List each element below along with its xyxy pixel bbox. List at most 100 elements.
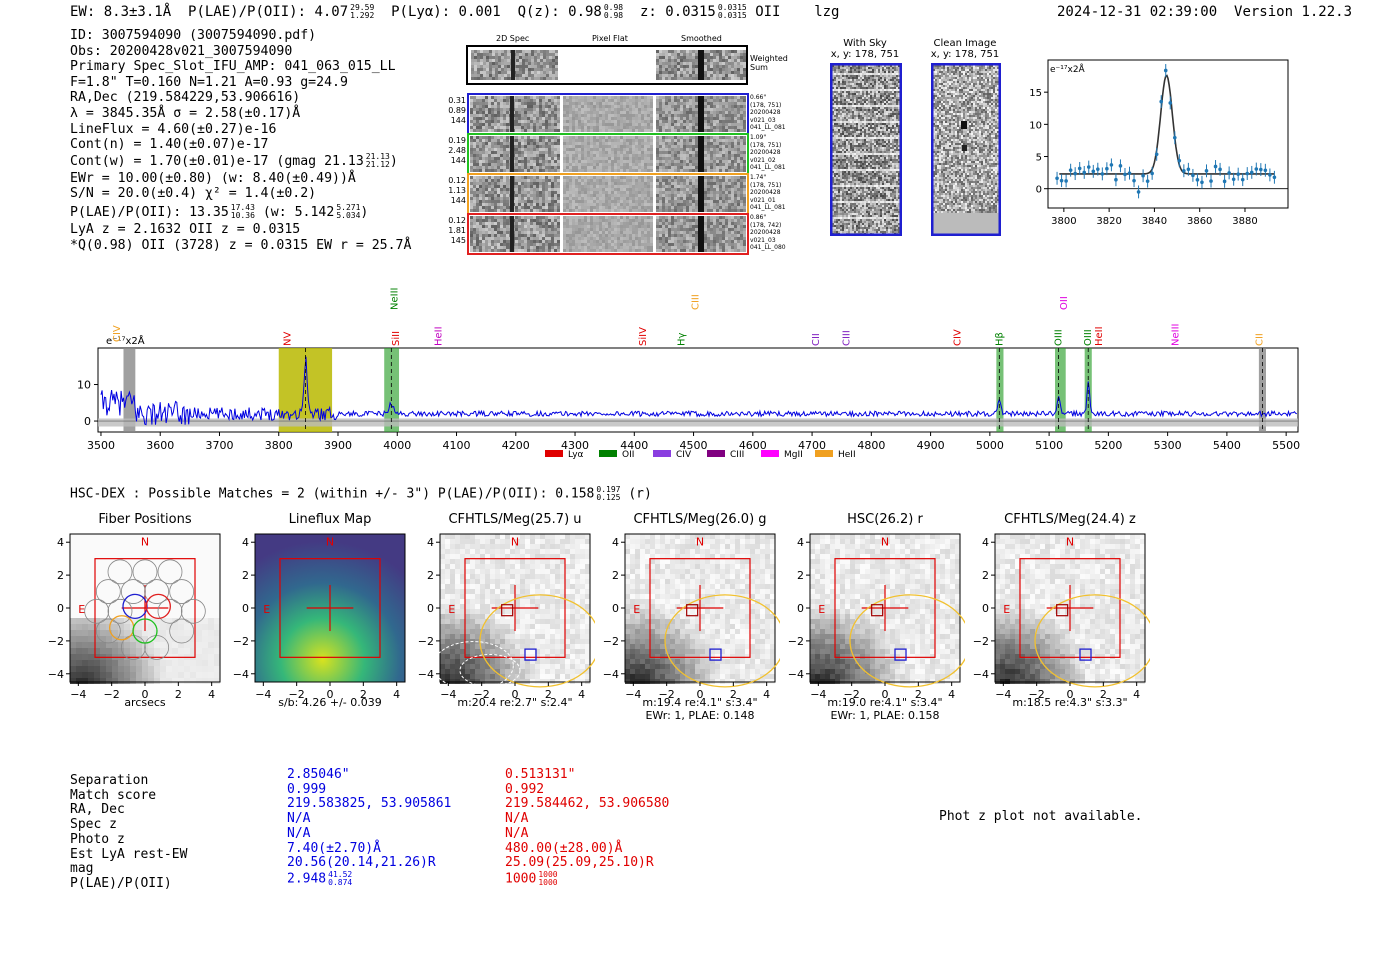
emission-line-label: Hγ <box>677 332 688 346</box>
zoom-data-point <box>1068 168 1073 172</box>
emission-line-name: OIII <box>1083 329 1094 346</box>
legend-swatch <box>599 450 617 457</box>
weighted-sum-smoothed <box>656 50 746 80</box>
emission-line-name: Hγ <box>677 332 688 346</box>
zoom-data-point <box>1177 158 1182 163</box>
zoom-xtick-label: 3840 <box>1142 216 1167 227</box>
spectrum-xtick-label: 4900 <box>917 439 945 452</box>
info-lya: LyA z = 2.1632 OII z = 0.0315 <box>70 222 301 238</box>
full-spectrum-plot: 3500 3600 3700 3800 3900 4000 4100 4200 4300 4400… <box>77 288 1300 460</box>
panel-xtick-label: 0 <box>697 688 704 700</box>
match-table-labels: Separation Match score RA, Dec Spec z Photo … <box>70 773 187 892</box>
aperture-ellipse <box>479 594 595 688</box>
panel-caption: m:19.0 re:4.1" s:3.4" <box>827 696 943 709</box>
emission-line-label: NeIII <box>1170 324 1181 346</box>
cutout-smoothed <box>656 136 746 172</box>
panel-caption: s/b: 4.26 +/- 0.039 <box>278 696 382 709</box>
zoom-data-point <box>1236 172 1240 176</box>
sky-fiber-gap <box>832 105 900 107</box>
info-radec: RA,Dec (219.584229,53.906616) <box>70 90 301 106</box>
emission-line-name: CIII <box>690 294 701 310</box>
east-label: E <box>818 603 825 616</box>
table-cell-red: 0.992 <box>505 781 545 797</box>
panel-xtick-label: −2 <box>844 688 860 700</box>
panel-ytick-label: 4 <box>982 536 989 549</box>
emission-line-label: OIII <box>1054 329 1065 346</box>
zoom-data-point <box>1259 167 1263 172</box>
emission-line-name: CII <box>811 333 822 346</box>
clean-frame <box>931 63 1001 236</box>
spectrum-xtick-label: 4500 <box>680 439 708 452</box>
emission-line-name: HeII <box>434 326 445 346</box>
panel-caption: m:19.4 re:4.1" s:3.4" <box>642 696 758 709</box>
fiber-circle <box>157 559 183 585</box>
zoom-ytick-label: 0 <box>1036 185 1042 196</box>
aperture-box <box>279 558 381 658</box>
cutout-pixelflat <box>563 176 653 212</box>
table-cell-red: N/A <box>505 811 529 827</box>
emission-line-label: CIII <box>841 330 852 346</box>
spectrum-xtick-label: 5200 <box>1094 439 1122 452</box>
panel-ytick-label: 0 <box>797 602 804 615</box>
zoom-data-point <box>1209 179 1213 183</box>
header-right: 2024-12-31 02:39:00 Version 1.22.3 <box>1057 4 1352 20</box>
hsc-dex-line: HSC-DEX : Possible Matches = 2 (within +… <box>70 485 652 502</box>
aperture-ellipse <box>664 594 780 688</box>
clean-image <box>931 63 1001 236</box>
cutout-right-info: 0.66" (178, 751) 20200428 v021_03 041_LL_081 <box>750 94 786 131</box>
fiber-circle <box>157 598 183 624</box>
emission-line-name: NeIII <box>1170 324 1181 346</box>
sky-fiber-gap <box>832 153 900 155</box>
zoom-data-point <box>1240 177 1245 182</box>
header-qz-bounds: 0.98 0.98 <box>603 3 624 20</box>
panel-caption: m:18.5 re:4.3" s:3.3" <box>1012 696 1128 709</box>
panel-caption: m:20.4 re:2.7" s:2.4" <box>457 696 573 709</box>
panel-xtick-label: −4 <box>70 688 86 700</box>
table-cell-blue: 20.56(20.14,21.26)R <box>287 855 436 871</box>
spectrum-xtick-label: 3900 <box>324 439 352 452</box>
table-cell-red: 219.584462, 53.906580 <box>505 796 670 812</box>
north-label: N <box>511 536 519 549</box>
panel-image: N E −4 −4 −2 −2 0 0 2 2 4 4 <box>418 533 595 700</box>
panel-xtick-label: 2 <box>360 688 367 700</box>
zoom-ytick-label: 10 <box>1030 120 1042 131</box>
table-cell-blue: N/A <box>287 825 311 841</box>
info-plae: P(LAE)/P(OII): 13.35 17.43 10.36 (w: 5.142… <box>70 203 369 221</box>
zoom-data-point <box>1182 168 1186 173</box>
sky-fiber-gap <box>832 121 900 123</box>
header-z-bounds: 0.0315 0.0315 <box>717 3 747 20</box>
panel-xtick-label: 2 <box>915 688 922 700</box>
panel-pixels <box>70 534 220 684</box>
header-plya: P(Lyα): 0.001 <box>391 4 501 20</box>
emission-line-name: SiIV <box>638 327 649 346</box>
cutout-right-info: 0.86" (178, 742) 20200428 v021_03 041_LL_080 <box>750 214 786 251</box>
east-label: E <box>263 603 270 616</box>
zoom-data-point <box>1218 167 1222 172</box>
header-bar: EW: 8.3±3.1Å P(LAE)/P(OII): 4.07 29.59 1.2… <box>70 3 840 21</box>
line-region <box>996 348 1004 432</box>
east-label: E <box>448 603 455 616</box>
panel-xtick-label: 2 <box>175 688 182 700</box>
table-cell-red: 1000 1000 1000 <box>505 869 558 887</box>
zoom-data-point <box>1077 166 1082 171</box>
east-label: E <box>1003 603 1010 616</box>
legend-swatch <box>707 450 725 457</box>
panel-xtick-label: −2 <box>1029 688 1045 700</box>
spectrum-xtick-label: 4100 <box>443 439 471 452</box>
counterpart-red <box>501 604 514 617</box>
emission-line-name: CIV <box>952 329 963 346</box>
zoom-data-point <box>1141 173 1145 178</box>
panel-xtick-label: 0 <box>512 688 519 700</box>
table-cell-blue: 2.85046" <box>287 767 350 782</box>
panel-ytick-label: −4 <box>48 668 64 681</box>
clean-image-title: Clean Image x, y: 178, 751 <box>930 38 1000 60</box>
table-row-label: RA, Dec <box>70 802 125 818</box>
aperture-box <box>464 558 566 658</box>
legend-swatch <box>653 450 671 457</box>
info-primary: Primary Spec_Slot_IFU_AMP: 041_063_015_L… <box>70 59 396 75</box>
zoom-ytick-label: 5 <box>1036 153 1042 164</box>
panel-xtick-label: 2 <box>545 688 552 700</box>
cutout-line <box>510 136 514 172</box>
zoom-ytick-label: 15 <box>1030 88 1042 99</box>
legend-swatch <box>545 450 563 457</box>
